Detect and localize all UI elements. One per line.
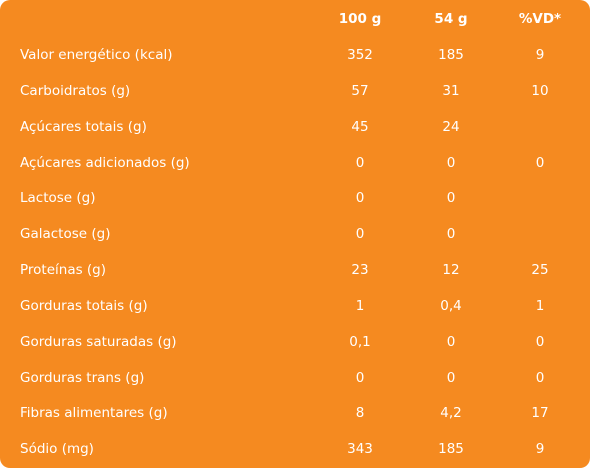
value-100g: 0	[355, 154, 365, 171]
value-100g: 0,1	[349, 333, 371, 350]
table-row: Sódio (mg) 343 185 9	[0, 432, 590, 468]
value-54g: 0	[446, 190, 456, 207]
value-vd: 17	[531, 405, 549, 422]
nutrition-table: 100 g 54 g %VD* Valor energético (kcal) …	[0, 0, 590, 468]
header-100g: 100 g	[338, 11, 382, 27]
value-vd: 1	[535, 297, 545, 314]
row-label: Açúcares totais (g)	[20, 118, 147, 135]
header-vd: %VD*	[518, 11, 562, 27]
value-54g: 31	[442, 82, 460, 99]
row-label: Sódio (mg)	[20, 441, 94, 458]
value-100g: 45	[351, 118, 369, 135]
row-label: Valor energético (kcal)	[20, 47, 173, 63]
value-54g: 24	[442, 118, 460, 135]
row-label: Gorduras saturadas (g)	[20, 333, 177, 350]
row-label: Açúcares adicionados (g)	[20, 154, 190, 171]
header-54g: 54 g	[434, 11, 468, 27]
value-100g: 8	[355, 405, 365, 422]
value-vd: 0	[535, 333, 545, 350]
value-54g: 0	[446, 226, 456, 243]
table-row: Gorduras trans (g) 0 0 0	[0, 361, 590, 397]
table-row: Gorduras totais (g) 1 0,4 1	[0, 289, 590, 325]
value-100g: 23	[351, 262, 369, 279]
table-row: Proteínas (g) 23 12 25	[0, 253, 590, 289]
value-100g: 0	[355, 190, 365, 207]
value-100g: 352	[347, 47, 373, 63]
value-54g: 185	[438, 441, 464, 458]
table-row: Lactose (g) 0 0	[0, 181, 590, 217]
value-100g: 343	[347, 441, 373, 458]
value-54g: 0	[446, 333, 456, 350]
value-54g: 0	[446, 154, 456, 171]
row-label: Galactose (g)	[20, 226, 111, 243]
row-label: Gorduras totais (g)	[20, 297, 148, 314]
table-row: Galactose (g) 0 0	[0, 217, 590, 253]
value-54g: 185	[438, 47, 464, 63]
table-row: Carboidratos (g) 57 31 10	[0, 74, 590, 110]
value-54g: 12	[442, 262, 460, 279]
table-row: Fibras alimentares (g) 8 4,2 17	[0, 396, 590, 432]
value-vd: 9	[535, 47, 545, 63]
row-label: Carboidratos (g)	[20, 82, 131, 99]
table-row: Gorduras saturadas (g) 0,1 0 0	[0, 325, 590, 361]
row-label: Fibras alimentares (g)	[20, 405, 168, 422]
value-54g: 0	[446, 369, 456, 386]
value-vd: 10	[531, 82, 549, 99]
value-100g: 1	[355, 297, 365, 314]
row-label: Proteínas (g)	[20, 262, 107, 279]
table-row: Açúcares adicionados (g) 0 0 0	[0, 146, 590, 182]
table-header: 100 g 54 g %VD*	[0, 0, 590, 38]
table-body: Valor energético (kcal) 352 185 9 Carboi…	[0, 38, 590, 468]
table-row: Açúcares totais (g) 45 24	[0, 110, 590, 146]
value-100g: 0	[355, 226, 365, 243]
table-row: Valor energético (kcal) 352 185 9	[0, 38, 590, 74]
row-label: Lactose (g)	[20, 190, 96, 207]
value-vd: 25	[531, 262, 549, 279]
value-vd: 0	[535, 369, 545, 386]
value-100g: 0	[355, 369, 365, 386]
value-vd: 9	[535, 441, 545, 458]
value-54g: 4,2	[440, 405, 462, 422]
value-54g: 0,4	[440, 297, 462, 314]
row-label: Gorduras trans (g)	[20, 369, 145, 386]
value-100g: 57	[351, 82, 369, 99]
value-vd: 0	[535, 154, 545, 171]
